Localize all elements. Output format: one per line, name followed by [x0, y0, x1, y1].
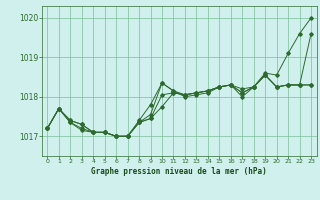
X-axis label: Graphe pression niveau de la mer (hPa): Graphe pression niveau de la mer (hPa) [91, 167, 267, 176]
